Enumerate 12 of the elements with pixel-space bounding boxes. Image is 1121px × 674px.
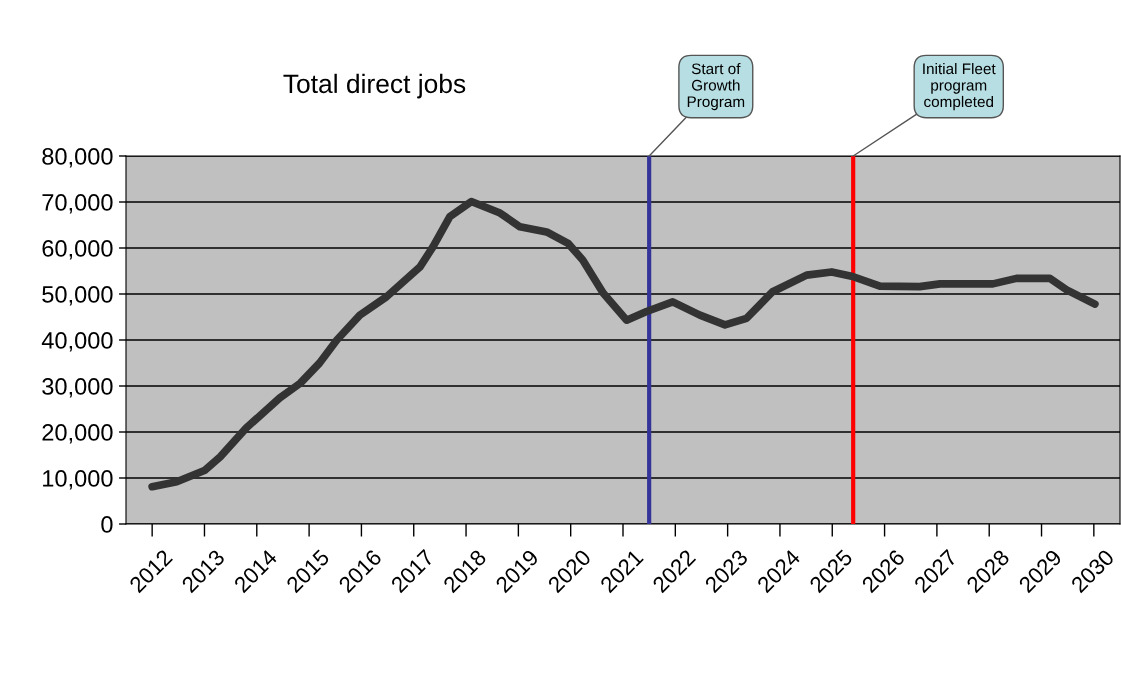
y-tick-label: 70,000 (42, 194, 113, 214)
y-tick-label: 30,000 (42, 378, 113, 398)
y-tick-label: 50,000 (42, 286, 113, 306)
y-tick-label: 10,000 (43, 470, 113, 490)
chart-title: Total direct jobs (283, 73, 466, 99)
y-tick-label: 20,000 (42, 424, 113, 444)
y-tick-label: 40,000 (41, 332, 113, 352)
y-tick-label: 60,000 (42, 240, 113, 260)
ref-line-label: Start of Growth Program (687, 63, 745, 111)
ref-line-label: Initial Fleet program completed (923, 62, 996, 111)
y-tick-label: 0 (101, 516, 113, 533)
y-tick-label: 80,000 (42, 148, 113, 168)
